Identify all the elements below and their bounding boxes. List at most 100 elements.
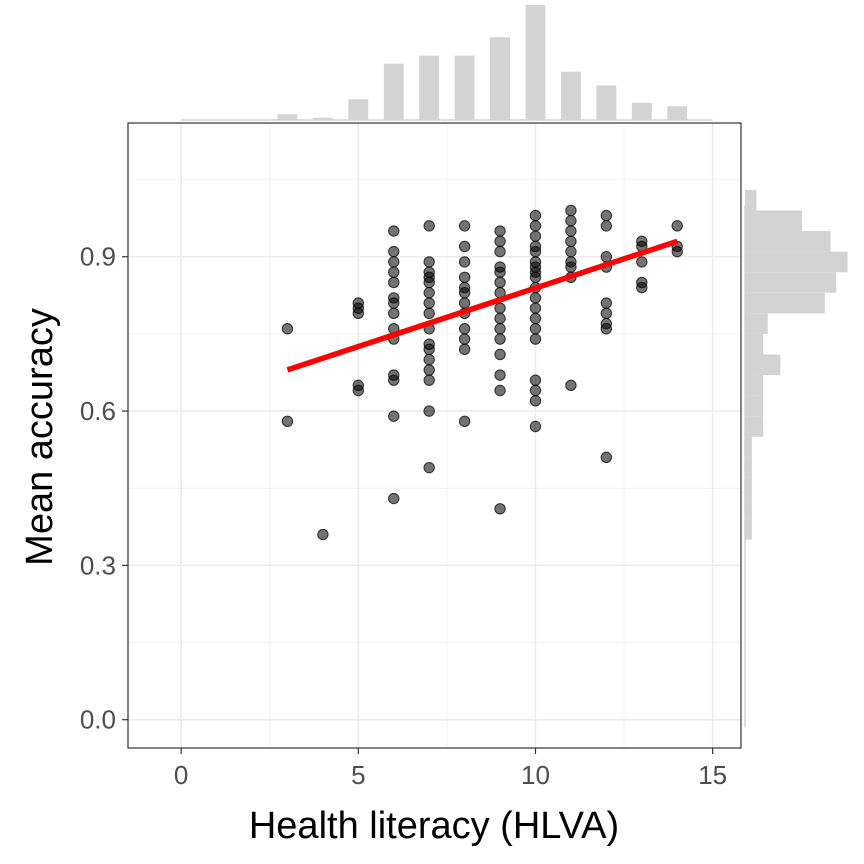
data-point <box>494 266 506 278</box>
x-histogram-bar <box>419 55 440 120</box>
data-point <box>388 410 400 422</box>
x-histogram-bar <box>277 114 298 120</box>
data-point <box>317 528 329 541</box>
data-point <box>423 307 435 320</box>
data-point <box>494 276 506 289</box>
data-point <box>529 420 542 433</box>
data-point <box>600 251 613 263</box>
data-point <box>600 220 613 232</box>
data-point <box>600 297 613 309</box>
y-histogram-bar <box>745 436 752 458</box>
data-point <box>565 261 577 273</box>
data-point <box>529 302 542 314</box>
plot-panel <box>128 123 741 748</box>
data-point <box>423 461 435 474</box>
data-point <box>494 503 506 515</box>
data-point <box>600 307 613 320</box>
data-point <box>565 245 577 258</box>
data-point <box>565 225 577 237</box>
data-point <box>423 343 435 356</box>
plot-border <box>127 122 742 749</box>
y-tick-label: 0.3 <box>80 550 116 580</box>
data-point <box>423 405 435 417</box>
x-histogram-bar <box>490 37 510 121</box>
data-point <box>458 271 471 284</box>
data-point <box>529 384 542 397</box>
y-histogram-bar <box>745 272 837 293</box>
x-histogram-bar <box>312 117 333 120</box>
data-point <box>529 230 542 242</box>
x-histogram-bar <box>454 55 475 120</box>
data-point <box>565 215 577 227</box>
data-point <box>494 333 506 345</box>
data-point <box>458 343 471 356</box>
x-marginal-histogram <box>181 5 713 121</box>
y-axis-title: Mean accuracy <box>19 308 61 566</box>
data-point <box>529 245 542 258</box>
data-point <box>565 379 577 392</box>
x-axis-title: Health literacy (HLVA) <box>249 805 619 847</box>
y-histogram-bar <box>745 231 831 252</box>
data-point <box>423 364 435 376</box>
data-point <box>636 281 648 294</box>
y-histogram-bar <box>745 333 764 355</box>
data-point <box>423 297 435 309</box>
data-point <box>423 220 435 232</box>
x-tick-label: 15 <box>698 760 727 790</box>
data-point <box>529 292 542 304</box>
data-point <box>494 323 506 335</box>
data-point <box>423 353 435 366</box>
data-point <box>494 348 506 361</box>
data-point <box>529 209 542 222</box>
y-histogram-bar <box>745 477 752 499</box>
data-point <box>565 235 577 248</box>
y-histogram-bar <box>745 251 848 273</box>
x-axis-ticks: 0 5 10 15 <box>174 748 727 790</box>
y-histogram-bar <box>745 395 764 417</box>
data-point <box>388 276 400 289</box>
data-point <box>636 256 648 268</box>
data-point <box>388 266 400 278</box>
y-histogram-bar <box>745 354 781 376</box>
data-point <box>529 323 542 335</box>
data-point <box>458 240 471 253</box>
data-point <box>529 312 542 325</box>
data-point <box>388 492 400 505</box>
data-point <box>388 297 400 309</box>
y-histogram-bar <box>745 519 752 540</box>
data-point <box>458 256 471 268</box>
data-point <box>600 209 613 222</box>
x-tick-label: 5 <box>351 760 365 790</box>
data-point <box>281 415 294 428</box>
data-point <box>529 271 542 284</box>
x-histogram-bar <box>631 102 652 120</box>
data-point <box>388 245 400 258</box>
y-histogram-bar <box>745 292 825 314</box>
x-histogram-bar <box>596 85 617 120</box>
data-point <box>529 333 542 345</box>
x-tick-label: 10 <box>521 760 550 790</box>
data-point <box>352 384 365 397</box>
y-tick-label: 0.9 <box>80 242 116 272</box>
data-point <box>600 451 613 464</box>
data-point <box>423 256 435 268</box>
data-point <box>565 204 577 217</box>
y-histogram-bar <box>745 313 768 334</box>
data-point <box>423 276 435 289</box>
data-point <box>458 415 471 428</box>
x-histogram-bar <box>667 106 688 120</box>
y-histogram-bar <box>745 416 764 437</box>
data-point <box>529 220 542 232</box>
data-point <box>494 312 506 325</box>
trend-line <box>286 238 679 373</box>
y-tick-label: 0.0 <box>80 705 116 735</box>
data-point <box>494 245 506 258</box>
data-point <box>671 220 683 232</box>
y-histogram-bar <box>745 210 802 232</box>
data-point <box>458 333 471 345</box>
x-histogram-bar <box>383 63 404 120</box>
data-point <box>671 245 683 258</box>
y-histogram-bar <box>745 457 752 478</box>
data-point <box>458 220 471 232</box>
data-point <box>529 395 542 407</box>
